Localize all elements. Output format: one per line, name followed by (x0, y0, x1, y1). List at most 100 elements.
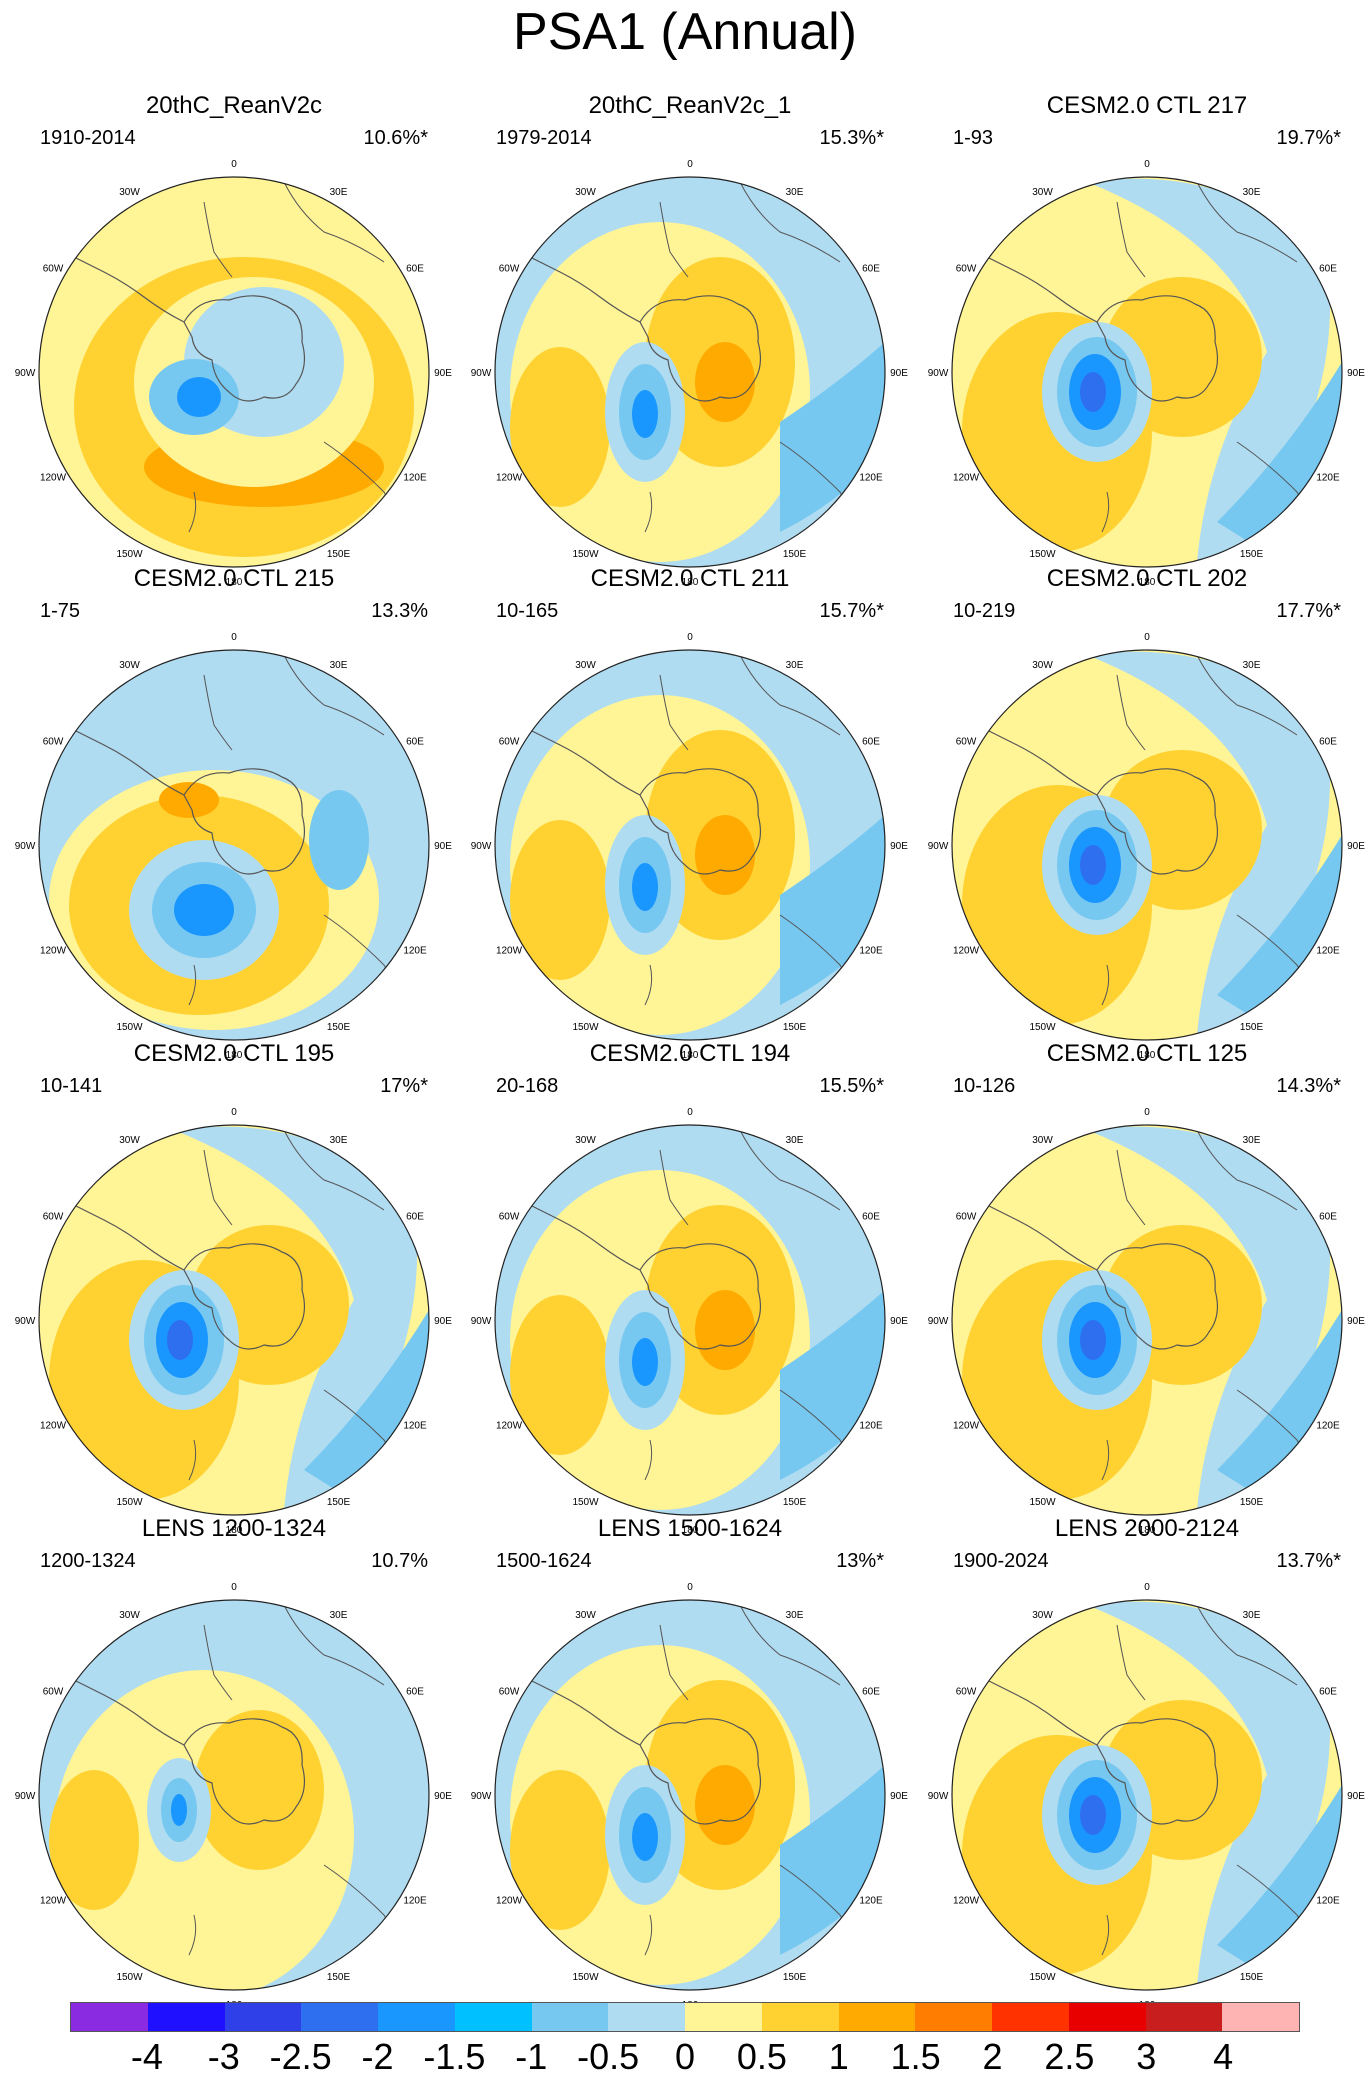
panel-variance: 17%* (380, 1075, 428, 1097)
peninsula-coastline (63, 1674, 185, 1746)
colorbar-tick-label: 3 (1136, 2036, 1157, 2077)
colorbar (70, 2002, 1300, 2032)
peninsula-coastline (976, 1199, 1098, 1271)
map-panel: LENS 1200-1324 1200-1324 10.7% 0 30E 60E 90E 12… (15, 1515, 453, 2011)
panel-title: CESM2.0 CTL 202 (1046, 565, 1248, 592)
map-border (494, 1124, 886, 1516)
contour-fill (167, 1320, 193, 1360)
panel-title: LENS 1500-1624 (597, 1515, 783, 1542)
longitude-label: 60E (406, 1212, 424, 1223)
longitude-label: 150W (572, 1497, 599, 1508)
longitude-label: 30E (330, 187, 348, 198)
longitude-label: 30E (1243, 660, 1261, 671)
colorbar-swatch (378, 2003, 455, 2031)
longitude-label: 120E (859, 1421, 883, 1432)
longitude-label: 120W (496, 473, 523, 484)
longitude-label: 150W (1029, 1022, 1056, 1033)
antarctica-coastline (1096, 1718, 1219, 1825)
colorbar-tick-label: 0 (674, 2036, 696, 2077)
longitude-label: 180 (1139, 1050, 1156, 1061)
panel-title: 20thC_ReanV2c_1 (588, 92, 792, 119)
longitude-label: 30W (119, 187, 140, 198)
contour-fill (632, 390, 658, 438)
map-panel: CESM2.0 CTL 195 10-141 17%* 0 30E 60E 90E 120E 1… (15, 1040, 453, 1536)
longitude-label: 150E (1240, 1972, 1264, 1983)
longitude-label: 0 (687, 159, 693, 170)
panel-years: 10-219 (953, 600, 1016, 622)
longitude-label: 150E (783, 549, 807, 560)
contour-fill (780, 1765, 885, 1955)
continent-coastline (1116, 1604, 1298, 1701)
map-border (494, 176, 886, 568)
colorbar-tick-label: -3 (207, 2036, 240, 2077)
longitude-label: 0 (231, 1107, 237, 1118)
map-panel: CESM2.0 CTL 215 1-75 13.3% 0 30E 60E 90E 120E 15… (15, 565, 453, 1061)
longitude-label: 150E (783, 1972, 807, 1983)
longitude-label: 30W (1032, 1135, 1053, 1146)
longitude-label: 150E (1240, 549, 1264, 560)
continent-coastline (659, 654, 841, 751)
panel-years: 10-126 (953, 1075, 1016, 1097)
longitude-label: 90E (890, 841, 908, 852)
longitude-label: 0 (1144, 1582, 1150, 1593)
polar-map: 0 30E 60E 90E 120E 150E 180 150W 120W 90W 60W 30W (928, 159, 1366, 588)
colorbar-tick-label: 2.5 (1044, 2036, 1095, 2077)
longitude-label: 150W (572, 1972, 599, 1983)
panel-title: LENS 1200-1324 (141, 1515, 327, 1542)
longitude-label: 90W (471, 368, 492, 379)
longitude-label: 60W (956, 737, 977, 748)
longitude-label: 0 (231, 159, 237, 170)
longitude-label: 120W (953, 473, 980, 484)
contour-fill (159, 782, 219, 818)
map-panel: LENS 1500-1624 1500-1624 13%* 0 30E 60E 90E 120… (471, 1515, 909, 2011)
map-panel: CESM2.0 CTL 125 10-126 14.3%* 0 30E 60E 90E 120… (928, 1040, 1366, 1536)
map-panel: CESM2.0 CTL 202 10-219 17.7%* 0 30E 60E 90E 120… (928, 565, 1366, 1061)
peninsula-coastline (63, 1199, 185, 1271)
page-title: PSA1 (Annual) (513, 3, 857, 61)
longitude-label: 150W (116, 549, 143, 560)
longitude-label: 150E (783, 1497, 807, 1508)
longitude-label: 150E (1240, 1022, 1264, 1033)
longitude-label: 30E (786, 187, 804, 198)
longitude-label: 120W (40, 1896, 67, 1907)
longitude-label: 120E (403, 946, 427, 957)
polar-map: 0 30E 60E 90E 120E 150E 180 150W 120W 90W 60W 30W (928, 1107, 1366, 1536)
longitude-label: 90W (15, 841, 36, 852)
contour-fill (695, 815, 755, 895)
longitude-label: 60E (862, 737, 880, 748)
panel-variance: 17.7%* (1276, 600, 1342, 622)
panel-variance: 15.7%* (819, 600, 885, 622)
map-panel: LENS 2000-2124 1900-2024 13.7%* 0 30E 60E 90E 1… (928, 1515, 1366, 2011)
longitude-label: 60E (1319, 264, 1337, 275)
contour-fill (171, 1794, 187, 1826)
longitude-label: 120W (40, 1421, 67, 1432)
antarctica-coastline (639, 1243, 762, 1350)
longitude-label: 120E (859, 1896, 883, 1907)
longitude-label: 180 (226, 1525, 243, 1536)
panel-years: 1910-2014 (40, 127, 136, 149)
longitude-label: 90E (1347, 1791, 1365, 1802)
longitude-label: 120E (403, 473, 427, 484)
map-border (38, 176, 430, 568)
longitude-label: 60W (956, 1687, 977, 1698)
longitude-label: 150W (1029, 549, 1056, 560)
longitude-label: 30W (1032, 1610, 1053, 1621)
longitude-label: 90E (434, 368, 452, 379)
panel-variance: 10.6%* (363, 127, 429, 149)
panel-title: CESM2.0 CTL 211 (590, 565, 790, 592)
longitude-label: 150E (327, 1972, 351, 1983)
longitude-label: 120E (1316, 1896, 1340, 1907)
longitude-label: 90W (928, 368, 949, 379)
antarctica-coastline (639, 295, 762, 402)
longitude-label: 60E (1319, 1212, 1337, 1223)
longitude-label: 120W (40, 946, 67, 957)
contour-fill (1080, 1320, 1106, 1360)
colorbar-swatch (761, 2003, 839, 2031)
colorbar-tick-label: -2 (361, 2036, 394, 2077)
longitude-label: 150W (1029, 1972, 1056, 1983)
map-border (951, 176, 1343, 568)
longitude-label: 90E (890, 1791, 908, 1802)
colorbar-swatch (1145, 2003, 1223, 2031)
antarctica-coastline (639, 1718, 762, 1825)
longitude-label: 120E (1316, 473, 1340, 484)
